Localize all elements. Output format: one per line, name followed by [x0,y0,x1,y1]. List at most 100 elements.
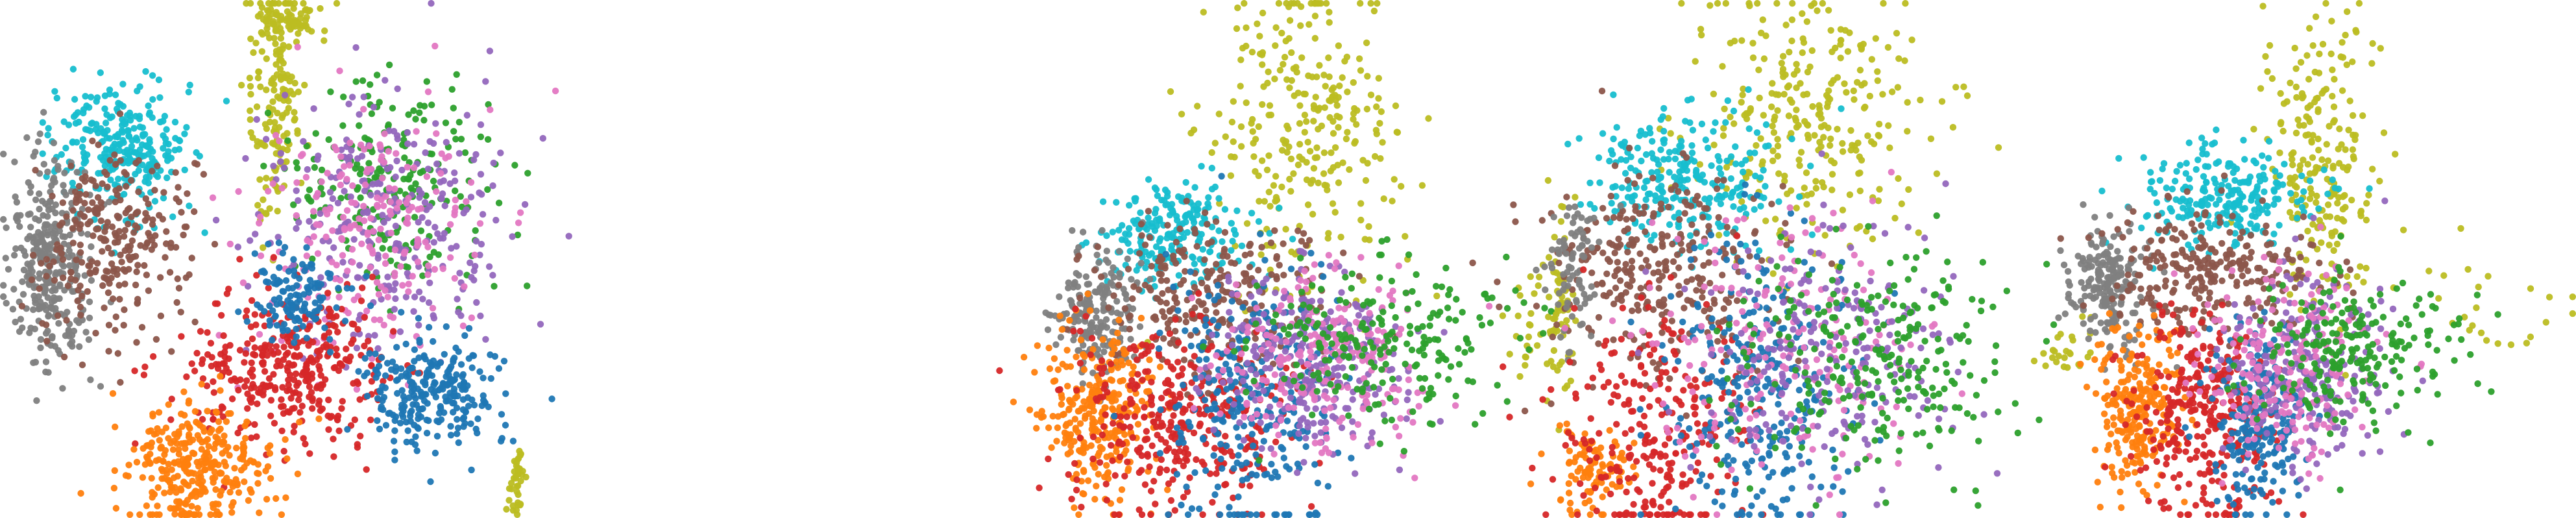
scatter-point [132,440,138,447]
scatter-point [1116,274,1123,280]
scatter-point [1084,281,1091,288]
scatter-point [393,413,399,420]
scatter-point [1235,434,1241,440]
scatter-point [127,110,133,116]
scatter-point [90,232,96,239]
scatter-point [210,378,216,385]
scatter-point [1095,243,1101,250]
scatter-point [41,290,47,297]
scatter-point [1365,223,1372,230]
scatter-point [258,268,265,275]
scatter-point [76,343,82,350]
scatter-point [1437,418,1444,425]
scatter-point [270,180,276,187]
scatter-point [184,462,191,468]
scatter-point [51,140,57,146]
scatter-point [257,214,263,220]
scatter-point [29,277,35,283]
scatter-point [243,377,250,384]
scatter-point [294,353,300,360]
scatter-point [1258,251,1264,258]
scatter-point [186,425,193,432]
scatter-point [156,77,162,83]
scatter-point [112,199,119,205]
scatter-point [326,336,333,343]
scatter-point [353,79,359,85]
scatter-point [333,313,339,319]
scatter-point [1272,24,1279,31]
scatter-point [1202,397,1208,403]
scatter-point [1111,389,1117,396]
scatter-point [1108,341,1115,347]
scatter-point [47,241,54,247]
scatter-point [247,486,253,493]
scatter-point [352,44,359,51]
scatter-point [1109,377,1115,384]
scatter-point [293,159,300,166]
scatter-point [377,226,383,232]
scatter-point [1185,419,1192,425]
scatter-point [437,170,444,177]
scatter-point [391,449,398,455]
scatter-point [374,71,380,78]
scatter-point [97,154,104,160]
scatter-point [291,339,297,346]
scatter-point [1095,259,1102,265]
scatter-point [1209,332,1215,338]
scatter-point [327,88,334,95]
scatter-point [92,269,99,275]
scatter-point [322,234,329,240]
scatter-point [1243,43,1249,49]
scatter-point [1134,267,1140,273]
scatter-point [1138,352,1145,359]
scatter-point [1280,446,1286,452]
scatter-point [1222,361,1229,367]
scatter-point [1176,402,1182,408]
scatter-point [270,163,276,169]
scatter-point [293,188,300,194]
scatter-point [324,413,331,419]
scatter-point [1098,273,1104,280]
scatter-point [1256,198,1262,204]
scatter-point [310,208,317,214]
scatter-point [273,363,280,369]
scatter-point [264,30,271,36]
scatter-point [295,292,302,299]
scatter-point [1110,228,1116,235]
scatter-point [1033,425,1039,432]
scatter-point [1165,426,1172,433]
scatter-point [141,131,148,138]
scatter-point [409,204,415,210]
scatter-point [63,317,69,323]
scatter-point [1321,182,1328,188]
scatter-point [1191,304,1198,311]
scatter-point [303,14,310,20]
scatter-point [154,163,160,169]
scatter-point [409,401,416,408]
scatter-point [137,242,143,249]
scatter-point [27,190,34,196]
scatter-point [369,110,375,117]
scatter-point [1313,144,1320,151]
scatter-point [1287,17,1293,23]
scatter-point [251,421,258,428]
scatter-point [1116,248,1123,254]
scatter-point [434,230,441,237]
scatter-point [428,101,435,108]
scatter-point [418,205,424,212]
scatter-point [456,119,463,125]
scatter-point [1357,0,1363,6]
scatter-point [1527,273,1534,280]
scatter-point [247,36,254,42]
scatter-point [1239,477,1246,484]
scatter-point [317,5,323,12]
scatter-point [267,475,274,482]
scatter-point [334,262,340,268]
scatter-point [1362,236,1368,242]
scatter-point [1089,335,1095,341]
scatter-point [1507,351,1513,357]
scatter-point [387,410,393,416]
scatter-point [1325,483,1331,489]
scatter-point [444,369,451,375]
scatter-point [524,170,531,177]
